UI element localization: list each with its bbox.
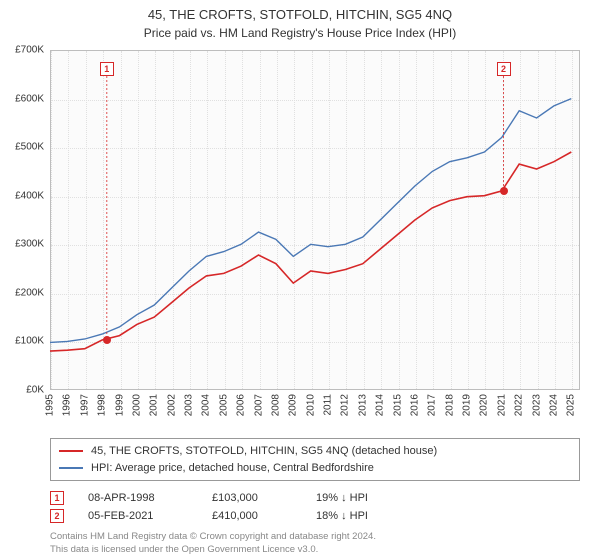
- footer-line-1: Contains HM Land Registry data © Crown c…: [50, 531, 580, 543]
- x-tick-label: 2010: [305, 394, 316, 416]
- x-tick-label: 2008: [270, 394, 281, 416]
- transaction-row: 2 05-FEB-2021 £410,000 18% ↓ HPI: [50, 507, 580, 525]
- x-tick-label: 2006: [236, 394, 247, 416]
- x-tick-label: 2025: [566, 394, 577, 416]
- x-tick-label: 2013: [357, 394, 368, 416]
- y-tick-label: £100K: [15, 336, 44, 347]
- legend-row-property: 45, THE CROFTS, STOTFOLD, HITCHIN, SG5 4…: [59, 443, 571, 460]
- x-tick-label: 2009: [288, 394, 299, 416]
- chart-title: 45, THE CROFTS, STOTFOLD, HITCHIN, SG5 4…: [0, 0, 600, 24]
- x-tick-label: 2020: [479, 394, 490, 416]
- y-tick-label: £700K: [15, 45, 44, 56]
- x-tick-label: 2000: [131, 394, 142, 416]
- legend-box: 45, THE CROFTS, STOTFOLD, HITCHIN, SG5 4…: [50, 438, 580, 481]
- transaction-date: 08-APR-1998: [88, 492, 188, 504]
- series-line-hpi: [50, 99, 571, 343]
- sale-dot-1: [103, 336, 111, 344]
- chart-subtitle: Price paid vs. HM Land Registry's House …: [0, 24, 600, 40]
- transaction-table: 1 08-APR-1998 £103,000 19% ↓ HPI 2 05-FEB-202…: [50, 489, 580, 525]
- transaction-delta: 18% ↓ HPI: [316, 510, 416, 522]
- x-tick-label: 2019: [462, 394, 473, 416]
- y-tick-label: £400K: [15, 190, 44, 201]
- x-tick-label: 2002: [166, 394, 177, 416]
- transaction-date: 05-FEB-2021: [88, 510, 188, 522]
- transaction-marker: 2: [50, 509, 64, 523]
- x-tick-label: 2007: [253, 394, 264, 416]
- legend-label: 45, THE CROFTS, STOTFOLD, HITCHIN, SG5 4…: [91, 443, 437, 460]
- x-tick-label: 1995: [45, 394, 56, 416]
- x-tick-label: 2016: [409, 394, 420, 416]
- line-layer: [50, 50, 580, 390]
- x-tick-label: 2021: [496, 394, 507, 416]
- legend-swatch: [59, 467, 83, 469]
- transaction-marker: 1: [50, 491, 64, 505]
- x-tick-label: 1997: [79, 394, 90, 416]
- x-tick-label: 2022: [514, 394, 525, 416]
- x-tick-label: 2001: [149, 394, 160, 416]
- legend-swatch: [59, 450, 83, 452]
- x-tick-label: 2012: [340, 394, 351, 416]
- x-tick-label: 2024: [548, 394, 559, 416]
- y-tick-label: £500K: [15, 142, 44, 153]
- transaction-row: 1 08-APR-1998 £103,000 19% ↓ HPI: [50, 489, 580, 507]
- chart-container: 45, THE CROFTS, STOTFOLD, HITCHIN, SG5 4…: [0, 0, 600, 560]
- footer-line-2: This data is licensed under the Open Gov…: [50, 544, 580, 556]
- legend-and-transactions: 45, THE CROFTS, STOTFOLD, HITCHIN, SG5 4…: [50, 438, 580, 525]
- legend-label: HPI: Average price, detached house, Cent…: [91, 460, 374, 477]
- x-tick-label: 2014: [375, 394, 386, 416]
- transaction-price: £410,000: [212, 510, 292, 522]
- sale-marker-2: 2: [497, 62, 511, 76]
- x-tick-label: 2003: [184, 394, 195, 416]
- x-tick-label: 1998: [97, 394, 108, 416]
- transaction-price: £103,000: [212, 492, 292, 504]
- x-tick-label: 1999: [114, 394, 125, 416]
- x-tick-label: 2018: [444, 394, 455, 416]
- y-tick-label: £0K: [26, 385, 44, 396]
- y-tick-label: £300K: [15, 239, 44, 250]
- y-tick-label: £200K: [15, 287, 44, 298]
- x-tick-label: 2005: [218, 394, 229, 416]
- x-tick-label: 2015: [392, 394, 403, 416]
- x-tick-label: 1996: [62, 394, 73, 416]
- x-tick-label: 2004: [201, 394, 212, 416]
- chart-area: £0K£100K£200K£300K£400K£500K£600K£700K19…: [50, 50, 580, 390]
- y-tick-label: £600K: [15, 93, 44, 104]
- x-tick-label: 2017: [427, 394, 438, 416]
- x-tick-label: 2023: [531, 394, 542, 416]
- legend-row-hpi: HPI: Average price, detached house, Cent…: [59, 460, 571, 477]
- sale-marker-1: 1: [100, 62, 114, 76]
- footer-attribution: Contains HM Land Registry data © Crown c…: [50, 531, 580, 556]
- x-tick-label: 2011: [323, 394, 334, 416]
- sale-dot-2: [500, 187, 508, 195]
- transaction-delta: 19% ↓ HPI: [316, 492, 416, 504]
